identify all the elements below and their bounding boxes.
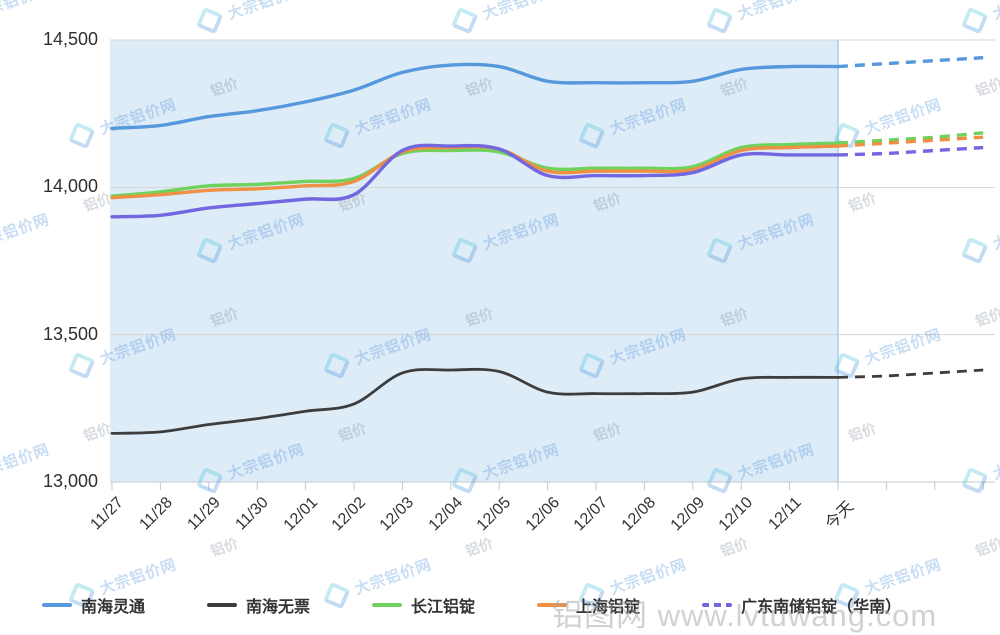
legend-label: 南海灵通 bbox=[81, 599, 146, 616]
legend-item-nanhai-lingtong[interactable]: 南海灵通 bbox=[42, 593, 145, 617]
legend-label: 长江铝锭 bbox=[411, 599, 476, 616]
y-axis-label: 13,000 bbox=[42, 471, 98, 491]
legend-label: 上海铝锭 bbox=[576, 599, 641, 616]
y-axis-label: 13,500 bbox=[42, 323, 98, 344]
legend-item-guangdong-nanchu[interactable]: 广东南储铝锭（华南） bbox=[702, 593, 901, 617]
legend-label: 广东南储铝锭（华南） bbox=[741, 599, 902, 616]
legend-marker-line bbox=[537, 603, 568, 607]
legend-marker-line bbox=[372, 603, 403, 607]
y-axis-label: 14,000 bbox=[42, 176, 98, 197]
y-axis-label: 14,500 bbox=[42, 29, 98, 49]
legend-item-nanhai-wupiao[interactable]: 南海无票 bbox=[207, 593, 310, 617]
legend-item-shanghai-ingot[interactable]: 上海铝锭 bbox=[537, 593, 640, 617]
legend-marker-line bbox=[42, 603, 72, 607]
legend-label: 南海无票 bbox=[246, 599, 311, 616]
legend-marker-dashed-line bbox=[702, 603, 733, 607]
legend: 南海灵通 南海无票 长江铝锭 上海铝锭 广东南储铝锭（华南） bbox=[42, 593, 901, 617]
legend-item-changjiang-ingot[interactable]: 长江铝锭 bbox=[372, 593, 475, 617]
legend-marker-line bbox=[207, 603, 238, 607]
